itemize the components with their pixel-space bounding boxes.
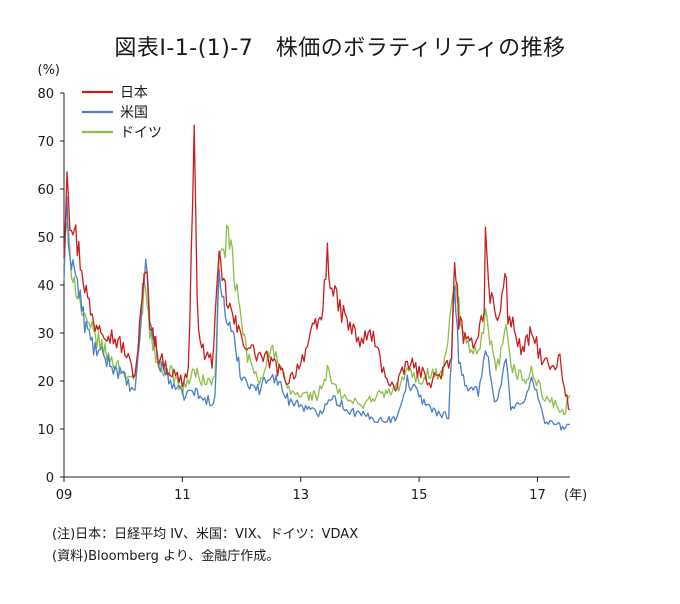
- y-tick-label: 30: [37, 327, 54, 342]
- legend-label-us: 米国: [120, 105, 148, 121]
- chart-title: 図表Ⅰ-1-(1)-7 株価のボラティリティの推移: [114, 36, 566, 61]
- x-tick-label: 09: [56, 488, 73, 503]
- chart-notes: (注)日本：日経平均 IV、米国：VIX、ドイツ：VDAX (資料)Bloomb…: [52, 524, 358, 568]
- x-tick-label: 13: [292, 488, 309, 503]
- y-axis-unit-label: (%): [38, 63, 61, 78]
- x-axis-unit-label: (年): [564, 488, 587, 503]
- x-tick-label: 15: [411, 488, 428, 503]
- series-line-germany: [63, 222, 571, 416]
- x-tick-label: 17: [529, 488, 546, 503]
- y-tick-label: 0: [46, 471, 54, 486]
- y-tick-label: 80: [37, 87, 54, 102]
- legend-label-germany: ドイツ: [120, 125, 162, 141]
- note-source-series: (注)日本：日経平均 IV、米国：VIX、ドイツ：VDAX: [52, 527, 359, 542]
- y-tick-label: 20: [37, 375, 54, 390]
- legend-label-japan: 日本: [120, 85, 148, 101]
- x-tick-label: 11: [174, 488, 191, 503]
- y-tick-label: 40: [37, 279, 54, 294]
- y-tick-label: 70: [37, 135, 54, 150]
- series-line-japan: [63, 124, 571, 411]
- note-data-source: (資料)Bloomberg より、金融庁作成。: [52, 549, 280, 564]
- y-tick-label: 10: [37, 423, 54, 438]
- y-tick-label: 50: [37, 231, 54, 246]
- y-tick-label: 60: [37, 183, 54, 198]
- series-line-us: [63, 196, 571, 431]
